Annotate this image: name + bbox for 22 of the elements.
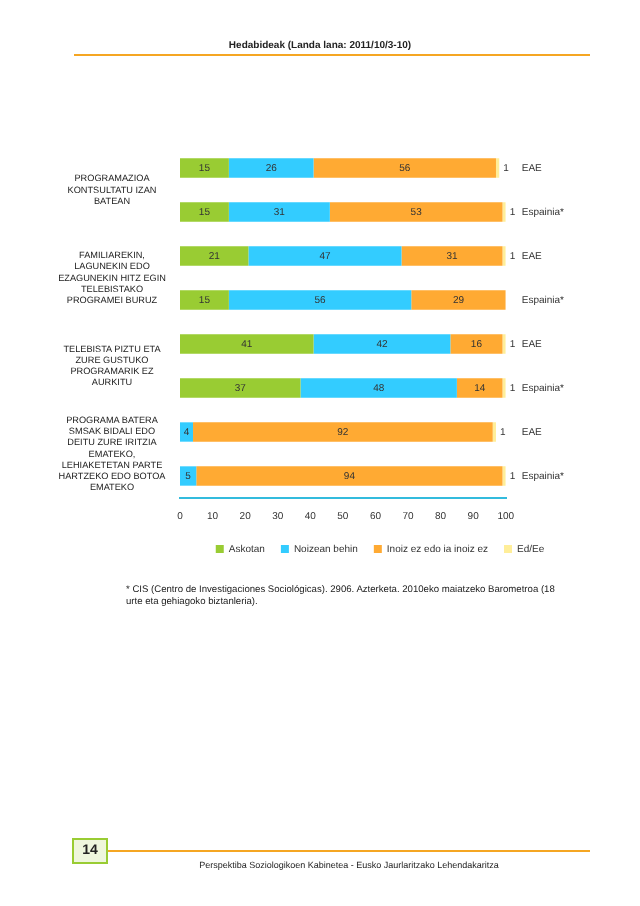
bar <box>411 290 506 310</box>
bar <box>313 158 496 178</box>
bar <box>248 246 402 266</box>
bar <box>180 246 249 266</box>
bar <box>180 378 301 398</box>
bar <box>450 334 503 354</box>
bar <box>180 158 229 178</box>
bar <box>228 158 314 178</box>
bar <box>456 378 503 398</box>
bar <box>329 202 503 222</box>
bar <box>180 290 229 310</box>
bar <box>300 378 457 398</box>
bar <box>193 422 493 442</box>
bar <box>228 202 330 222</box>
bar <box>180 422 194 442</box>
bar <box>228 290 412 310</box>
bar <box>313 334 451 354</box>
bar <box>196 466 503 486</box>
bar <box>180 466 197 486</box>
bar <box>180 202 229 222</box>
bar <box>401 246 503 266</box>
bar <box>180 334 314 354</box>
